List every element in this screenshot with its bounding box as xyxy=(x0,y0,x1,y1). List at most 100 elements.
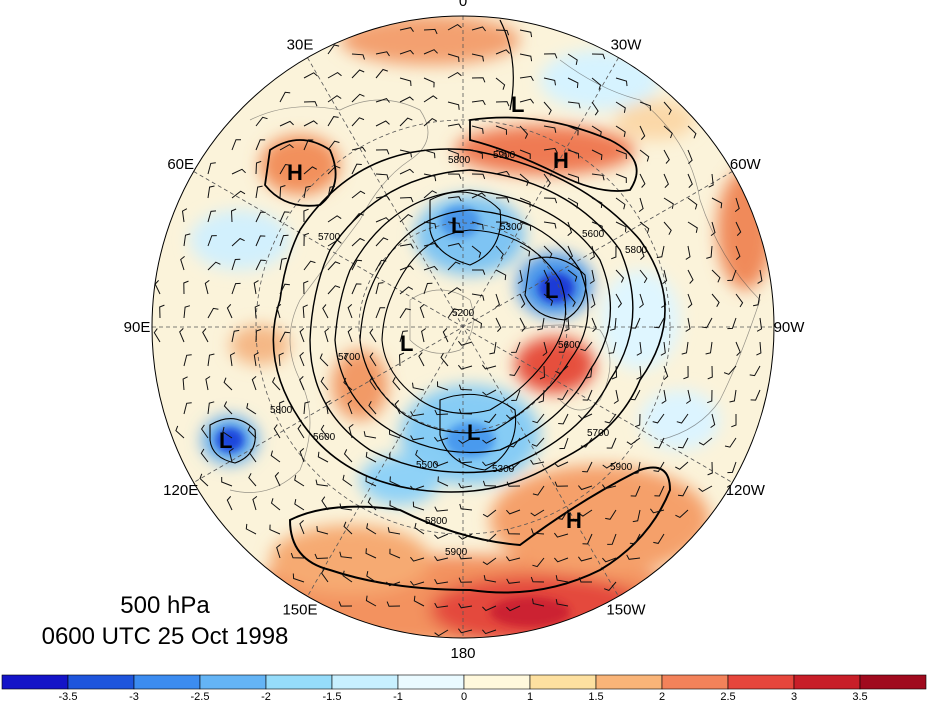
wind-barb xyxy=(399,213,413,223)
wind-barb xyxy=(735,293,744,308)
wind-barb xyxy=(351,190,366,199)
wind-barb xyxy=(555,575,569,583)
wind-barb xyxy=(555,365,569,375)
wind-barb xyxy=(543,293,554,306)
wind-barb xyxy=(495,149,507,159)
wind-barb xyxy=(375,217,390,223)
wind-barb xyxy=(531,437,545,447)
wind-barb xyxy=(386,581,401,587)
wind-barb xyxy=(421,328,426,343)
wind-barb xyxy=(567,245,573,260)
wind-barb xyxy=(653,461,665,473)
wind-barb xyxy=(602,557,617,563)
wind-barb xyxy=(636,341,642,356)
wind-barb xyxy=(687,269,694,284)
wind-barb xyxy=(207,162,216,175)
wind-barb xyxy=(607,533,617,545)
wind-barb xyxy=(677,437,689,449)
wind-barb xyxy=(399,96,414,103)
wind-barb xyxy=(506,528,521,535)
wind-barb xyxy=(663,365,669,380)
wind-barb xyxy=(654,437,665,449)
wind-barb xyxy=(591,101,599,116)
wind-barb xyxy=(687,149,693,164)
wind-barb xyxy=(580,341,593,352)
map-disk: 5800 5900 5300 5200 5700 5600 5700 5800 … xyxy=(152,16,774,638)
contour-labels: 5800 5900 5300 5200 5700 5600 5700 5800 … xyxy=(270,150,648,558)
wind-barb xyxy=(519,293,526,308)
wind-barb xyxy=(279,257,287,271)
wind-barb xyxy=(495,29,510,36)
wind-barb xyxy=(279,400,285,415)
map-border xyxy=(151,15,775,639)
wind-barb xyxy=(458,533,473,540)
wind-barb xyxy=(199,473,209,487)
wind-barb xyxy=(270,498,281,511)
wind-barb xyxy=(615,197,626,210)
colorbar-swatch xyxy=(133,674,201,690)
wind-barb xyxy=(255,185,263,199)
wind-barb xyxy=(447,196,462,202)
wind-barb xyxy=(389,429,401,439)
wind-barb xyxy=(153,328,161,343)
wind-barb xyxy=(255,235,266,247)
wind-barb xyxy=(231,190,246,199)
wind-barb xyxy=(303,208,309,223)
wind-barb xyxy=(302,304,308,319)
wind-barb xyxy=(701,317,713,329)
wind-barb xyxy=(567,77,579,88)
wind-barb xyxy=(611,365,618,380)
wind-barb xyxy=(327,285,341,295)
wind-barb xyxy=(707,365,713,380)
wind-barb xyxy=(662,269,668,285)
wind-barb xyxy=(495,197,510,203)
wind-barb xyxy=(543,269,550,284)
wind-barb xyxy=(447,308,460,319)
wind-barb xyxy=(299,376,305,391)
wind-barb xyxy=(585,365,593,379)
wind-barb xyxy=(506,605,521,612)
wind-barb xyxy=(686,389,691,404)
wind-barb xyxy=(653,317,665,329)
wind-barb xyxy=(200,424,209,439)
wind-barb xyxy=(255,211,266,223)
wind-barb xyxy=(543,173,551,188)
wind-barb xyxy=(567,173,580,183)
wind-barb xyxy=(205,376,211,391)
wind-barb xyxy=(471,99,486,106)
wind-barb xyxy=(519,98,535,104)
wind-barb xyxy=(221,477,233,487)
wind-barb xyxy=(458,364,473,370)
wind-barb xyxy=(539,365,546,380)
wind-barb xyxy=(677,485,689,497)
polar-map: 5800 5900 5300 5200 5700 5600 5700 5800 … xyxy=(124,0,806,662)
wind-barb xyxy=(351,53,365,60)
wind-barb xyxy=(629,533,641,545)
wind-barb xyxy=(437,381,449,391)
wind-barb xyxy=(554,557,569,563)
wind-barb xyxy=(423,282,433,295)
wind-barb xyxy=(519,75,534,81)
wind-barb xyxy=(511,341,521,353)
wind-barb xyxy=(180,256,185,271)
wind-barb xyxy=(626,554,641,560)
wind-barb xyxy=(532,413,545,424)
wind-barb xyxy=(375,173,389,180)
wind-barb xyxy=(423,117,437,127)
wind-barb xyxy=(519,29,533,38)
colorbar-label: -3 xyxy=(129,691,139,702)
wind-barb xyxy=(392,376,401,391)
longitude-label: 150E xyxy=(282,601,317,618)
wind-barb xyxy=(327,165,341,175)
wind-barb xyxy=(399,27,414,32)
wind-barb xyxy=(519,125,529,139)
wind-barb xyxy=(555,599,569,607)
wind-barb xyxy=(207,401,215,415)
wind-barb xyxy=(434,629,449,637)
contour-label: 5700 xyxy=(318,232,341,243)
colorbar-swatch xyxy=(397,674,465,690)
wind-barb xyxy=(663,101,672,115)
wind-barb xyxy=(327,116,339,127)
wind-barb xyxy=(483,575,497,583)
wind-barb xyxy=(207,261,221,271)
